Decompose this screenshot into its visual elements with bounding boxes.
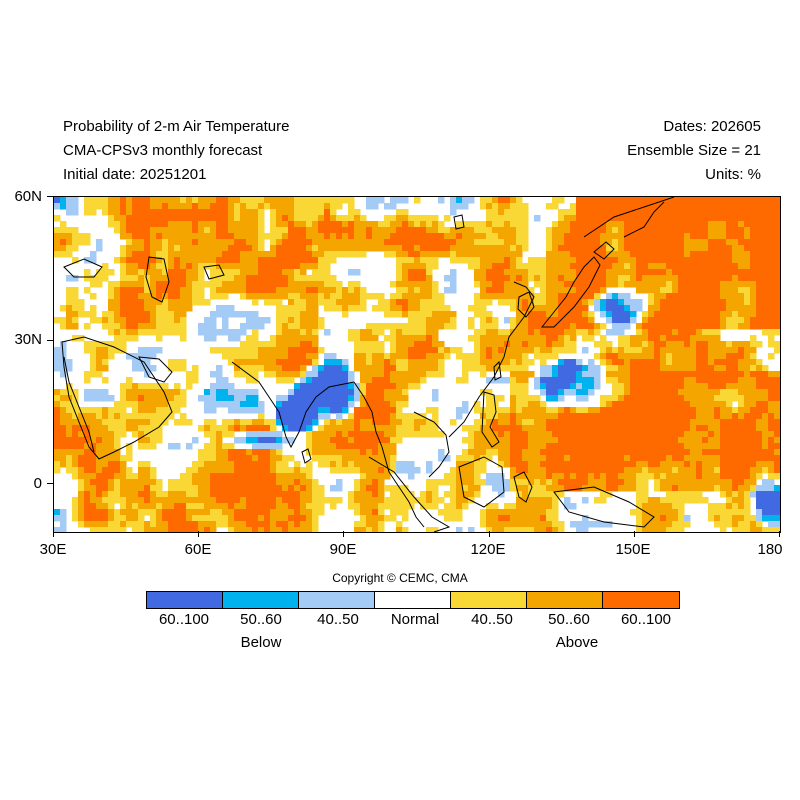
legend-below-label: Below [240, 634, 282, 651]
legend-label: 60..100 [620, 611, 672, 628]
legend-label: 50..60 [240, 611, 282, 628]
coastlines [61, 197, 675, 532]
lon-tick [343, 531, 345, 537]
legend-swatch [603, 592, 679, 608]
lon-tick [198, 531, 200, 537]
copyright-text: Copyright © CEMC, CMA [332, 571, 468, 585]
lat-label-30n: 30N [14, 331, 42, 348]
map-canvas [54, 197, 780, 532]
map-title: Probability of 2-m Air Temperature [63, 118, 290, 135]
lat-label-60n: 60N [14, 188, 42, 205]
lon-tick [488, 531, 490, 537]
legend-label: 40..50 [471, 611, 513, 628]
units-label: Units: % [705, 166, 761, 183]
lon-tick [633, 531, 635, 537]
legend-swatch [375, 592, 451, 608]
lat-tick [47, 339, 53, 341]
legend-above-label: Above [555, 634, 599, 651]
lon-label-90e: 90E [329, 541, 357, 558]
ensemble-size: Ensemble Size = 21 [627, 142, 761, 159]
legend-label: Normal [390, 611, 440, 628]
lon-label-120e: 120E [470, 541, 506, 558]
legend-colorbar [146, 591, 680, 609]
legend-swatch [147, 592, 223, 608]
legend-swatch [223, 592, 299, 608]
map-subtitle: CMA-CPSv3 monthly forecast [63, 142, 263, 159]
legend-swatch [299, 592, 375, 608]
legend-swatch [451, 592, 527, 608]
legend-swatch [527, 592, 603, 608]
probability-map [53, 196, 781, 533]
initial-date: Initial date: 20251201 [63, 166, 207, 183]
forecast-dates: Dates: 202605 [663, 118, 761, 135]
lon-label-60e: 60E [184, 541, 212, 558]
lon-tick [779, 531, 780, 537]
probability-cells [54, 197, 780, 532]
lon-label-150e: 150E [615, 541, 651, 558]
lat-tick [47, 196, 53, 197]
lon-label-180: 180 [757, 541, 783, 558]
lon-tick [53, 531, 54, 537]
legend-label: 60..100 [158, 611, 210, 628]
legend-label: 40..50 [317, 611, 359, 628]
lat-tick [47, 483, 53, 485]
lat-label-0: 0 [33, 475, 42, 492]
lon-label-30e: 30E [39, 541, 67, 558]
legend-label: 50..60 [548, 611, 590, 628]
